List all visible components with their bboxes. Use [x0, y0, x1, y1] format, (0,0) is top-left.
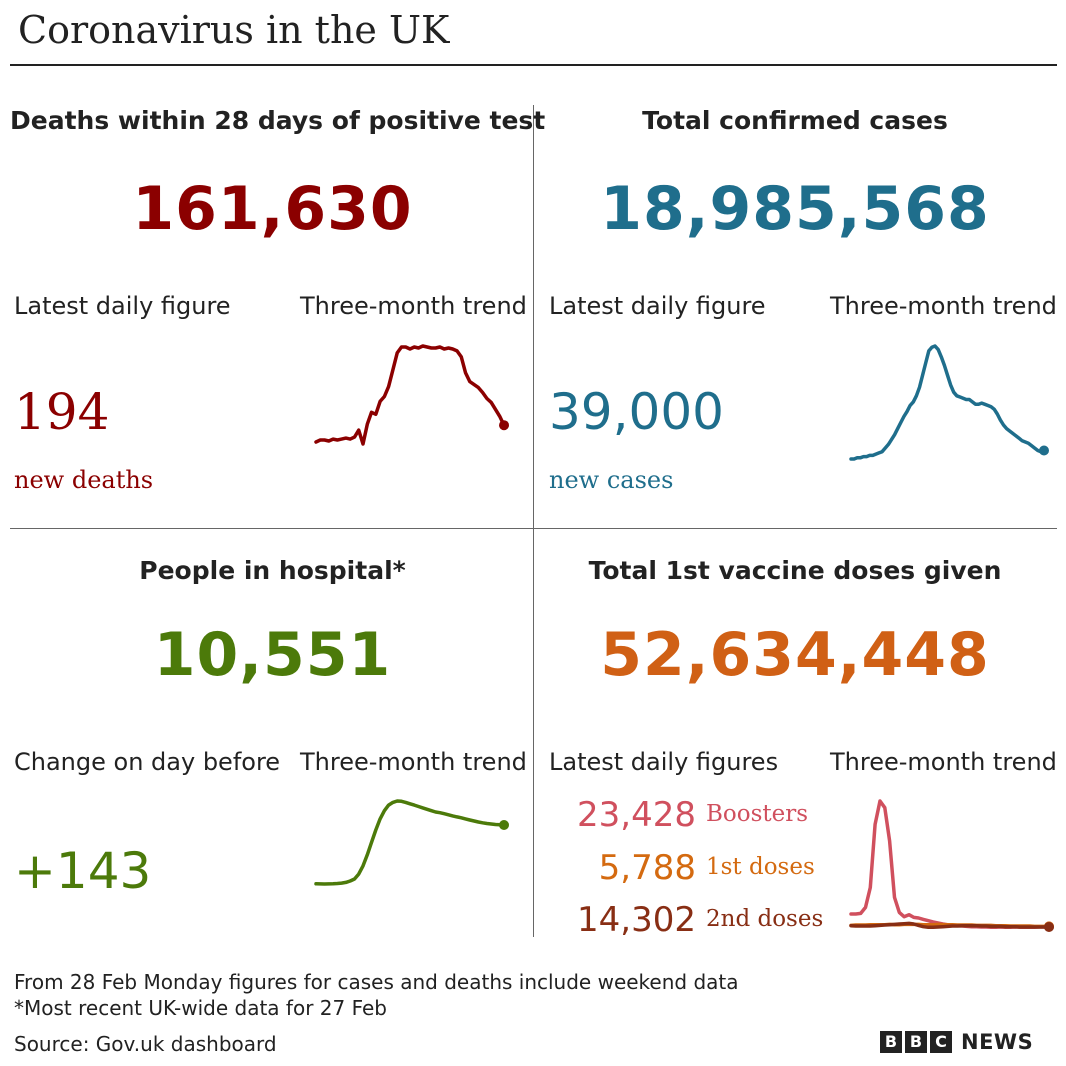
cases-trend-label: Three-month trend [830, 292, 1057, 320]
boosters-series-line [849, 799, 1051, 930]
spark-hospital-series-line [314, 799, 506, 886]
deaths-total: 161,630 [132, 174, 413, 244]
bbc-logo-c: C [930, 1031, 952, 1053]
cases-daily-unit: new cases [549, 466, 674, 494]
first-doses-label: 1st doses [706, 854, 815, 880]
horizontal-divider [10, 528, 1057, 529]
note-hospital-date: *Most recent UK-wide data for 27 Feb [14, 996, 387, 1020]
spark-hospital-end-point [499, 820, 509, 831]
hospital-trend-sparkline [314, 799, 509, 886]
cases-daily-label: Latest daily figure [549, 292, 766, 320]
title-rule [10, 64, 1057, 66]
cases-trend-sparkline [849, 344, 1049, 461]
source-note: Source: Gov.uk dashboard [14, 1032, 277, 1056]
hospital-daily-label: Change on day before [14, 748, 281, 776]
bbc-logo-news: NEWS [961, 1030, 1034, 1054]
cases-daily-value: 39,000 [549, 383, 724, 441]
deaths-daily-label: Latest daily figure [14, 292, 231, 320]
bbc-logo-b2: B [905, 1031, 927, 1053]
bbc-news-logo: B B C NEWS [880, 1030, 1033, 1054]
cases-total: 18,985,568 [600, 174, 990, 244]
hospital-heading: People in hospital* [139, 556, 406, 585]
deaths-trend-label: Three-month trend [300, 292, 527, 320]
boosters-label: Boosters [706, 801, 809, 827]
second-doses-value: 14,302 [577, 900, 696, 940]
hospital-total: 10,551 [153, 620, 392, 690]
note-weekend-data: From 28 Feb Monday figures for cases and… [14, 970, 739, 994]
vaccine-trend-sparkline [849, 799, 1054, 933]
hospital-daily-value: +143 [14, 842, 152, 900]
second-doses-label: 2nd doses [706, 906, 824, 932]
vaccine-daily-label: Latest daily figures [549, 748, 779, 776]
bbc-logo-b1: B [880, 1031, 902, 1053]
boosters-value: 23,428 [577, 795, 696, 835]
vertical-divider [533, 105, 534, 937]
deaths-heading: Deaths within 28 days of positive test [10, 106, 546, 135]
hospital-trend-label: Three-month trend [300, 748, 527, 776]
spark-cases-series-line [849, 344, 1046, 461]
deaths-daily-value: 194 [14, 383, 110, 441]
page-title: Coronavirus in the UK [18, 8, 450, 52]
deaths-daily-unit: new deaths [14, 466, 154, 494]
spark-deaths-series-line [314, 344, 506, 446]
first-doses-value: 5,788 [598, 848, 696, 888]
vaccine-trend-label: Three-month trend [830, 748, 1057, 776]
2nd-doses-series-line [849, 921, 1051, 930]
2nd-doses-end-point [1044, 922, 1054, 933]
spark-deaths-end-point [499, 420, 509, 431]
vaccine-total: 52,634,448 [600, 620, 990, 690]
vaccine-heading: Total 1st vaccine doses given [588, 556, 1002, 585]
spark-cases-end-point [1039, 445, 1049, 456]
cases-heading: Total confirmed cases [642, 106, 948, 135]
deaths-trend-sparkline [314, 344, 509, 446]
